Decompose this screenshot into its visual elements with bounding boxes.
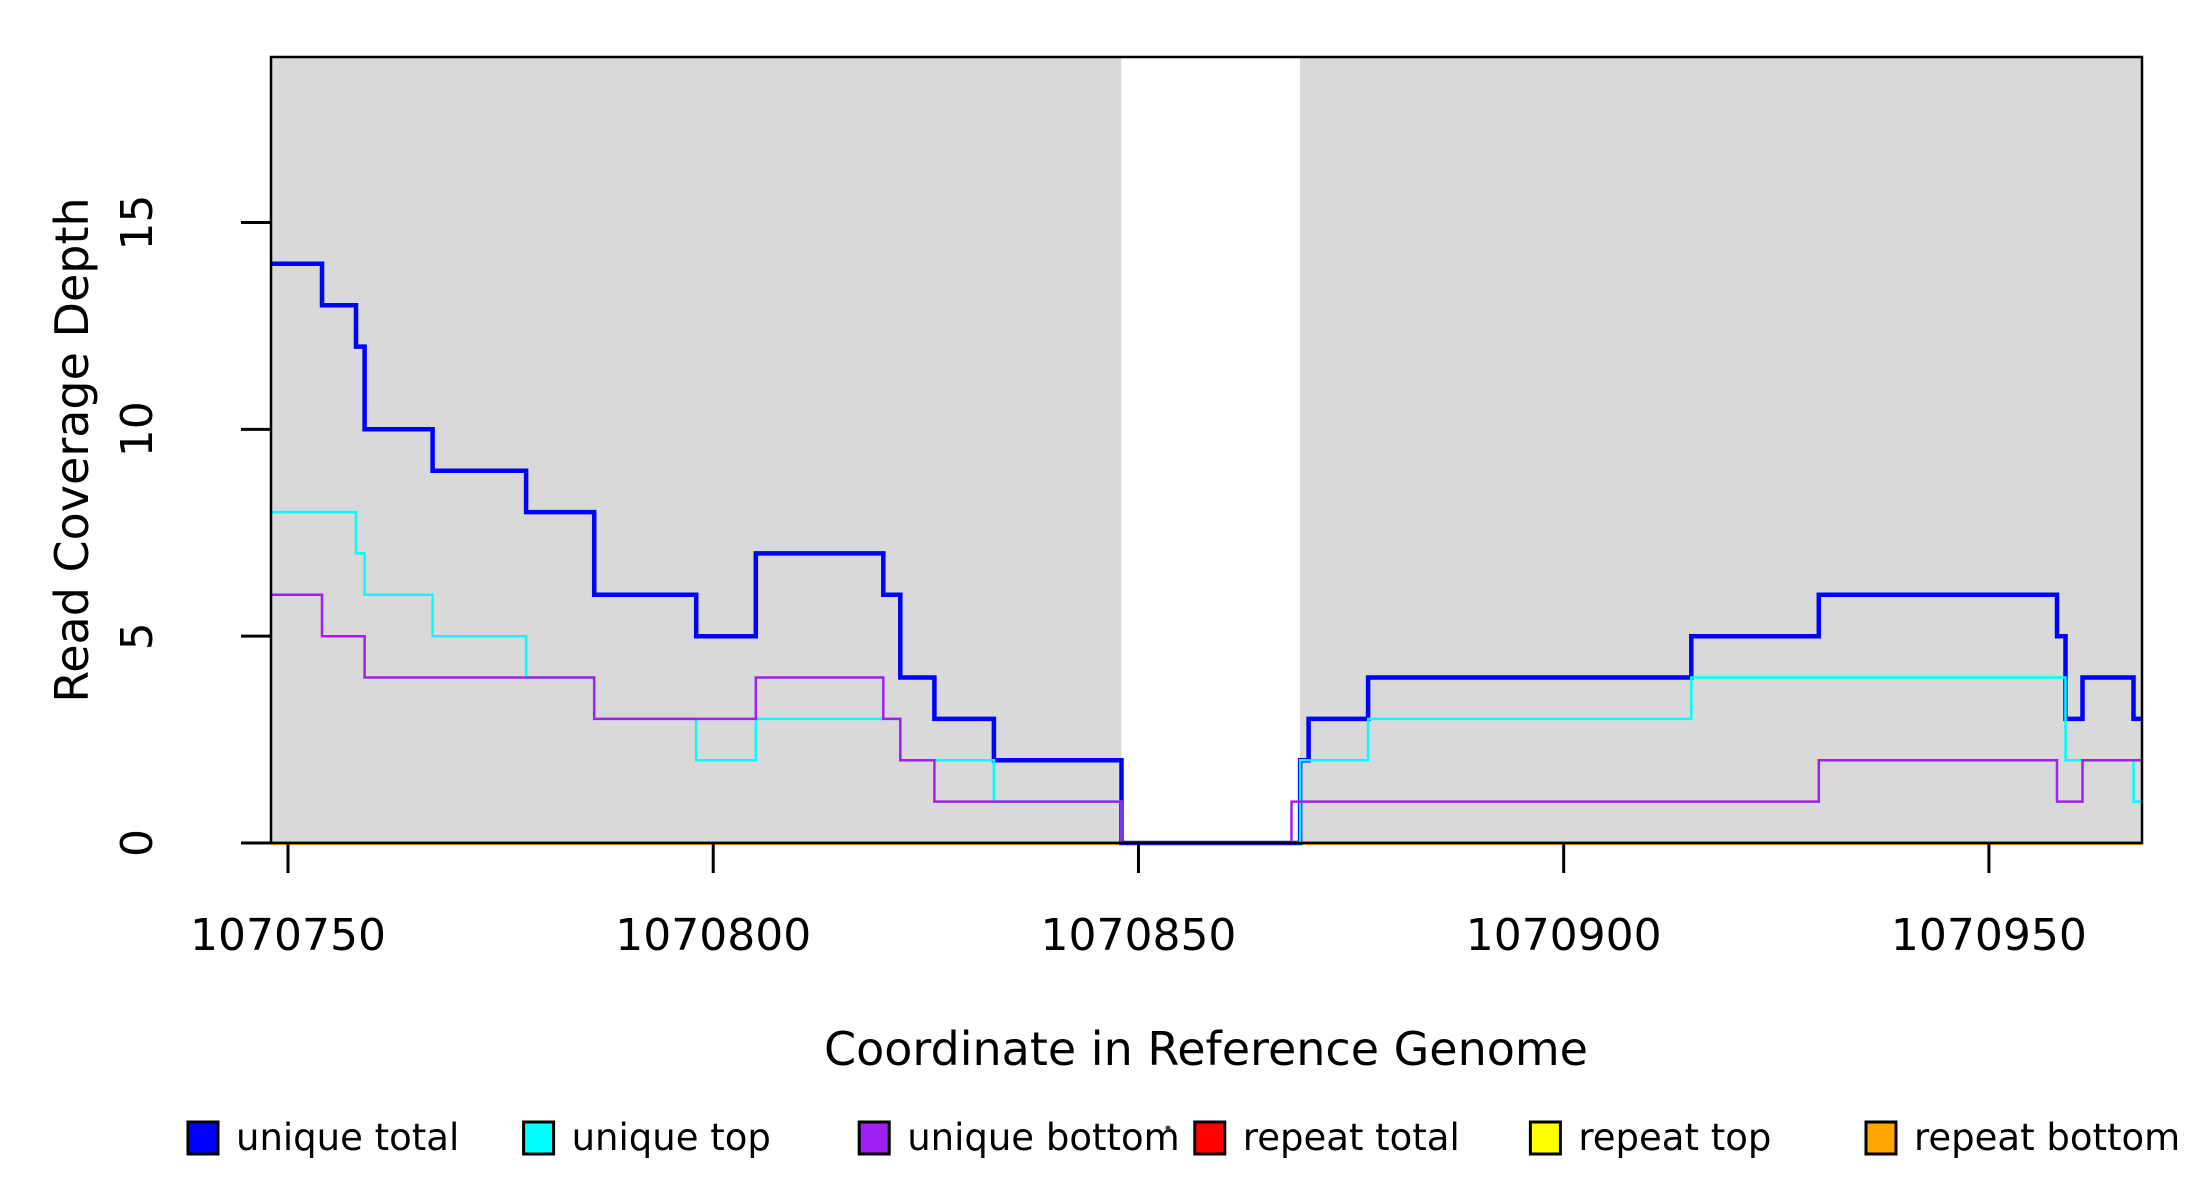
- y-tick-label: 5: [112, 622, 163, 650]
- legend: unique total unique top unique bottom repea…: [186, 1116, 2180, 1159]
- legend-item: unique total: [186, 1116, 459, 1159]
- y-tick-label: 10: [112, 401, 163, 457]
- shaded-region: [1300, 57, 2142, 843]
- y-tick-label: 15: [112, 195, 163, 251]
- legend-swatch-repeat-bottom: [1864, 1120, 1898, 1156]
- x-tick-label: 1070950: [1891, 910, 2087, 961]
- legend-swatch-unique-total: [186, 1120, 220, 1156]
- legend-item: unique top: [522, 1116, 771, 1159]
- x-tick-label: 1070900: [1466, 910, 1662, 961]
- series-line-unique-bottom: [271, 593, 2142, 845]
- stray-dot: [1165, 1125, 1171, 1131]
- y-tick-label: 0: [112, 829, 163, 857]
- x-axis-title: Coordinate in Reference Genome: [824, 1022, 1588, 1076]
- x-tick-label: 1070800: [615, 910, 811, 961]
- x-tick-label: 1070850: [1040, 910, 1236, 961]
- legend-item: repeat total: [1193, 1116, 1460, 1159]
- y-axis-title: Read Coverage Depth: [45, 197, 99, 702]
- legend-label-repeat-top: repeat top: [1578, 1116, 1771, 1159]
- series-line-unique-total: [271, 261, 2142, 846]
- legend-label-unique-bottom: unique bottom: [907, 1116, 1179, 1159]
- plot-border: [269, 55, 2144, 845]
- shaded-regions-layer: [271, 57, 2142, 843]
- legend-swatch-unique-top: [522, 1120, 556, 1156]
- legend-item: repeat bottom: [1864, 1116, 2180, 1159]
- axes-layer: 1070750 1070800 1070850 1070900 1070950 0 5 10 1…: [112, 55, 2144, 961]
- shaded-region: [271, 57, 1122, 843]
- legend-swatch-repeat-total: [1193, 1120, 1227, 1156]
- legend-label-repeat-total: repeat total: [1243, 1116, 1460, 1159]
- legend-item: unique bottom: [857, 1116, 1180, 1159]
- legend-label-unique-top: unique top: [572, 1116, 771, 1159]
- legend-item: repeat top: [1528, 1116, 1771, 1159]
- x-tick-label: 1070750: [190, 910, 386, 961]
- legend-label-unique-total: unique total: [236, 1116, 459, 1159]
- legend-label-repeat-bottom: repeat bottom: [1914, 1116, 2180, 1159]
- legend-swatch-repeat-top: [1528, 1120, 1562, 1156]
- legend-swatch-unique-bottom: [857, 1120, 891, 1156]
